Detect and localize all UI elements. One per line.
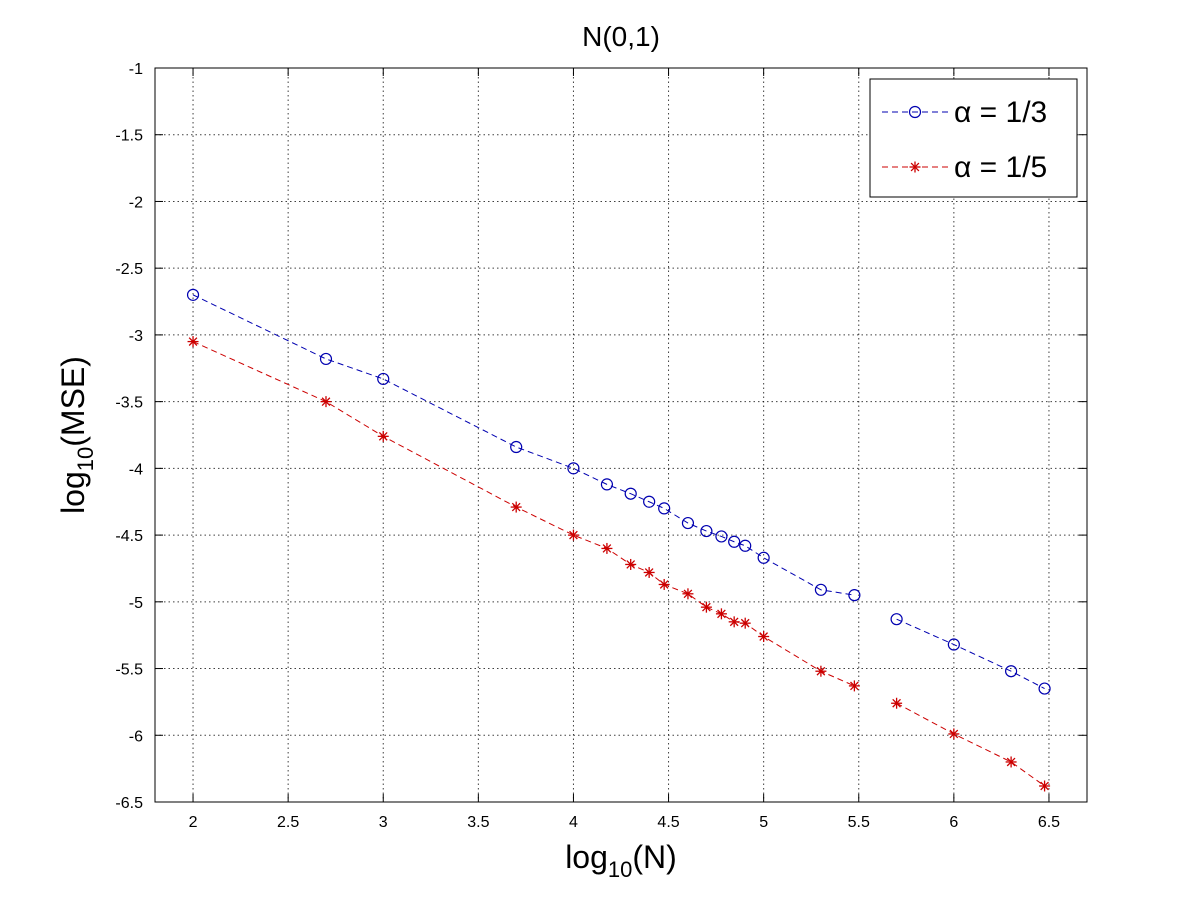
- data-point: [1005, 665, 1018, 678]
- data-point: [658, 502, 671, 515]
- data-point: [601, 542, 613, 554]
- legend: α = 1/3 α = 1/5: [869, 78, 1078, 198]
- axis-ticks: 2 2.5 3 3.5 4 4.5 5 5.5 6 6.5 -1 -1.5 -2 -2.5 -3 -3.5 -4…: [115, 61, 1087, 831]
- legend-box: [869, 78, 1078, 198]
- y-axis-label-base: log: [55, 471, 91, 514]
- legend-label: α = 1/3: [954, 96, 1047, 129]
- legend-marker: [909, 161, 921, 173]
- data-point: [319, 352, 333, 366]
- y-axis-label-subscript: 10: [73, 447, 98, 471]
- data-point: [715, 608, 727, 620]
- data-point: [510, 501, 522, 513]
- data-point: [625, 558, 637, 570]
- data-point: [739, 539, 752, 552]
- data-point: [948, 728, 960, 740]
- data-point: [715, 530, 728, 543]
- data-point: [186, 288, 200, 301]
- series-1: [186, 288, 1051, 695]
- y-axis-label-rest: (MSE): [55, 356, 91, 447]
- x-tick-label: 5: [759, 814, 768, 831]
- series-line: [896, 618, 1045, 690]
- data-point: [681, 516, 695, 530]
- y-tick-label: -5: [129, 595, 143, 612]
- data-point: [728, 616, 740, 628]
- plot-area-frame: [154, 67, 1088, 803]
- data-point: [757, 551, 770, 564]
- y-tick-label: -5.5: [115, 662, 143, 679]
- x-axis-label-subscript: 10: [608, 857, 632, 882]
- legend-entry: α = 1/3: [882, 96, 1047, 129]
- x-axis-label: log10(N): [565, 839, 677, 882]
- data-point: [567, 462, 580, 475]
- x-tick-label: 3: [379, 814, 388, 831]
- x-tick-label: 5.5: [848, 814, 870, 831]
- y-tick-label: -2: [129, 194, 143, 211]
- data-point: [739, 617, 751, 629]
- y-tick-label: -6.5: [115, 795, 143, 812]
- y-tick-label: -3.5: [115, 395, 143, 412]
- data-point: [187, 336, 199, 348]
- data-point: [377, 430, 389, 442]
- data-point: [700, 601, 712, 613]
- data-point: [643, 566, 655, 578]
- data-point: [815, 665, 827, 677]
- x-axis-label-base: log: [565, 839, 608, 875]
- data-point: [510, 440, 523, 454]
- series-layer: [186, 288, 1051, 792]
- data-point: [758, 631, 770, 643]
- x-tick-label: 2: [189, 814, 198, 831]
- data-point: [700, 524, 713, 538]
- series-line: [896, 702, 1045, 787]
- data-point: [643, 495, 656, 508]
- x-axis-label-rest: (N): [632, 839, 676, 875]
- y-tick-label: -4: [129, 461, 143, 478]
- y-tick-label: -6: [129, 728, 143, 745]
- data-point: [814, 583, 828, 596]
- y-tick-label: -1: [129, 61, 143, 78]
- y-tick-label: -3: [129, 328, 143, 345]
- data-point: [567, 529, 579, 541]
- data-point: [1039, 780, 1051, 792]
- x-tick-label: 6.5: [1038, 814, 1060, 831]
- x-tick-label: 3.5: [467, 814, 489, 831]
- data-point: [1005, 756, 1017, 768]
- data-point: [890, 613, 903, 626]
- chart-title: N(0,1): [582, 21, 660, 52]
- data-point: [891, 697, 903, 709]
- x-tick-label: 4.5: [657, 814, 679, 831]
- y-tick-label: -4.5: [115, 528, 143, 545]
- y-axis-label: log10(MSE): [55, 356, 98, 514]
- data-point: [658, 578, 670, 590]
- data-point: [682, 588, 694, 600]
- legend-marker: [908, 105, 922, 119]
- data-point: [600, 478, 614, 491]
- data-point: [624, 487, 637, 500]
- data-point: [377, 372, 390, 386]
- data-point: [848, 680, 860, 692]
- y-tick-label: -2.5: [115, 261, 143, 278]
- data-point: [1038, 682, 1051, 695]
- y-tick-label: -1.5: [115, 128, 143, 145]
- data-point: [320, 396, 332, 408]
- data-point: [728, 535, 741, 548]
- data-point: [947, 638, 960, 651]
- x-tick-label: 6: [949, 814, 958, 831]
- y-axis-label-group: log10(MSE): [55, 356, 98, 514]
- series-2: [187, 336, 1051, 792]
- legend-entry: α = 1/5: [882, 151, 1047, 184]
- legend-label: α = 1/5: [954, 151, 1047, 184]
- data-point: [848, 589, 861, 602]
- x-tick-label: 2.5: [277, 814, 299, 831]
- x-tick-label: 4: [569, 814, 578, 831]
- series-line: [192, 294, 855, 596]
